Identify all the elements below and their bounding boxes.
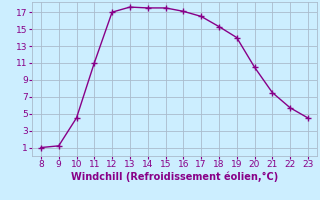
X-axis label: Windchill (Refroidissement éolien,°C): Windchill (Refroidissement éolien,°C) (71, 172, 278, 182)
